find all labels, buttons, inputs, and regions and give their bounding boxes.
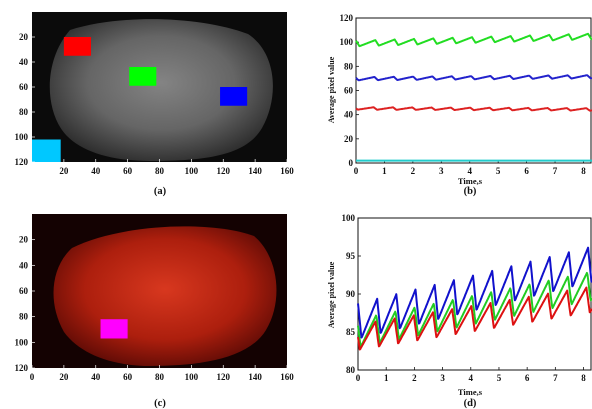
x-tick-label-c-7: 140 [248, 372, 262, 382]
series-lines-b [355, 32, 592, 162]
x-tick-label-a-7: 160 [280, 166, 294, 176]
caption-d: (d) [464, 398, 477, 409]
roi-marker-a-1 [129, 67, 157, 86]
ylabel-d: Average pixel value [327, 261, 336, 328]
x-tick-label-d-1: 1 [384, 373, 389, 383]
x-tick-label-d-4: 4 [469, 373, 474, 383]
x-tick-label-d-3: 3 [440, 373, 445, 383]
y-tick-label-b-6: 120 [340, 13, 354, 23]
caption-c: (c) [154, 398, 166, 409]
x-tick-label-b-4: 4 [467, 166, 472, 176]
x-tick-label-b-2: 2 [411, 166, 416, 176]
x-tick-label-b-3: 3 [439, 166, 444, 176]
y-tick-label-c-1: 40 [19, 260, 29, 270]
panel-d: 0 1 2 3 4 5 6 7 8 80 85 90 95 100 Average pixel value… [327, 213, 592, 409]
y-tick-label-c-2: 60 [19, 286, 29, 296]
roi-marker-a-0 [63, 37, 91, 56]
roi-markers-a [32, 37, 248, 162]
x-tick-label-a-1: 40 [91, 166, 101, 176]
panel-a: 20 40 60 80 100 120 140 160 20 40 60 80 100 120 (a) [15, 12, 295, 197]
x-tick-label-a-5: 120 [217, 166, 231, 176]
x-tick-label-c-2: 40 [91, 372, 101, 382]
x-tick-label-c-1: 20 [59, 372, 69, 382]
y-tick-label-d-2: 90 [346, 289, 356, 299]
x-tick-label-d-6: 6 [525, 373, 530, 383]
y-tick-label-c-4: 100 [15, 337, 29, 347]
y-tick-label-a-3: 80 [19, 107, 29, 117]
y-tick-label-b-1: 20 [344, 134, 354, 144]
x-tick-label-b-5: 5 [496, 166, 501, 176]
x-tick-label-b-8: 8 [581, 166, 586, 176]
x-tick-label-a-0: 20 [59, 166, 69, 176]
y-tick-label-b-0: 0 [349, 158, 354, 168]
x-tick-label-c-4: 80 [155, 372, 165, 382]
x-tick-label-b-6: 6 [524, 166, 529, 176]
x-tick-label-b-7: 7 [553, 166, 558, 176]
series-line-b-0 [355, 32, 592, 48]
image-c-region [53, 226, 277, 366]
x-tick-label-d-8: 8 [581, 373, 586, 383]
y-tick-label-d-1: 85 [346, 327, 356, 337]
x-tick-label-d-0: 0 [356, 373, 361, 383]
x-tick-label-a-4: 100 [185, 166, 199, 176]
series-line-d-0 [357, 246, 592, 339]
series-line-b-1 [355, 74, 592, 82]
caption-a: (a) [154, 186, 167, 197]
y-tick-label-b-5: 100 [340, 37, 354, 47]
y-tick-label-c-3: 80 [19, 312, 29, 322]
series-line-b-2 [355, 106, 592, 112]
x-tick-label-a-3: 80 [155, 166, 165, 176]
y-tick-label-a-4: 100 [15, 132, 29, 142]
panel-c: 0 20 40 60 80 100 120 140 160 20 40 60 80 100 120 (c) [15, 214, 295, 409]
xlabel-b: Time,s [458, 176, 483, 186]
y-tick-label-b-3: 60 [344, 86, 354, 96]
y-tick-label-a-0: 20 [19, 32, 29, 42]
image-a-region [49, 19, 273, 161]
roi-markers-c [100, 319, 128, 339]
y-tick-label-c-0: 20 [19, 235, 29, 245]
x-tick-label-c-5: 100 [185, 372, 199, 382]
y-tick-label-a-2: 60 [19, 82, 29, 92]
axes-a: 20 40 60 80 100 120 140 160 20 40 60 80 100 120 [15, 32, 295, 176]
x-tick-label-c-3: 60 [123, 372, 133, 382]
x-tick-label-a-6: 140 [248, 166, 262, 176]
y-tick-label-a-5: 120 [15, 157, 29, 167]
x-tick-label-c-8: 160 [280, 372, 294, 382]
roi-marker-a-2 [220, 87, 248, 106]
series-line-d-2 [357, 286, 592, 351]
roi-marker-c-0 [100, 319, 128, 339]
series-line-d-1 [357, 271, 592, 348]
x-tick-label-d-7: 7 [553, 373, 558, 383]
y-tick-label-d-0: 80 [346, 365, 356, 375]
series-lines-d [357, 246, 592, 351]
caption-b: (b) [464, 186, 477, 197]
y-tick-label-b-2: 40 [344, 110, 354, 120]
axes-d: 0 1 2 3 4 5 6 7 8 80 85 90 95 100 [342, 213, 592, 383]
y-tick-label-b-4: 80 [344, 61, 354, 71]
xlabel-d: Time,s [458, 387, 483, 397]
x-tick-label-c-0: 0 [30, 372, 35, 382]
y-tick-label-d-3: 95 [346, 251, 356, 261]
axes-c: 0 20 40 60 80 100 120 140 160 20 40 60 80 100 120 [15, 235, 295, 382]
y-tick-label-c-5: 120 [15, 363, 29, 373]
x-tick-label-c-6: 120 [217, 372, 231, 382]
x-tick-label-a-2: 60 [123, 166, 133, 176]
x-tick-label-d-2: 2 [412, 373, 417, 383]
ylabel-b: Average pixel value [327, 56, 336, 123]
x-tick-label-b-1: 1 [382, 166, 387, 176]
y-tick-label-d-4: 100 [342, 213, 356, 223]
y-tick-label-a-1: 40 [19, 57, 29, 67]
x-tick-label-b-0: 0 [354, 166, 359, 176]
x-tick-label-d-5: 5 [497, 373, 502, 383]
roi-marker-a-3 [32, 139, 61, 162]
